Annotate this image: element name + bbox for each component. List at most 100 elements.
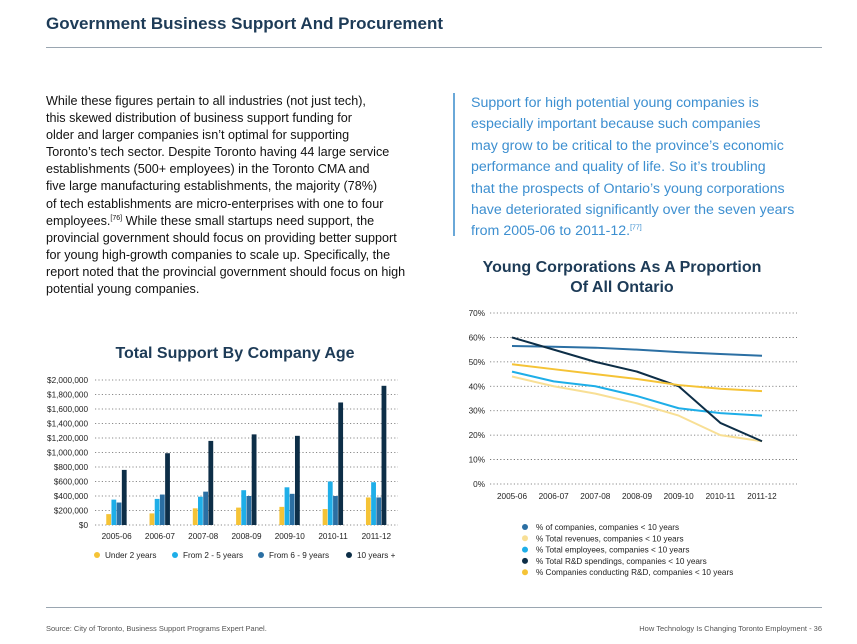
line-legend-label: % of companies, companies < 10 years <box>536 523 679 532</box>
bar-y-tick-label: $600,000 <box>54 478 89 487</box>
bar <box>149 513 155 525</box>
line-y-tick-label: 40% <box>469 382 485 391</box>
bar-legend-label: From 2 - 5 years <box>183 551 243 560</box>
bar-y-tick-label: $1,400,000 <box>47 420 88 429</box>
bar-legend-swatch <box>258 552 264 558</box>
footer-divider <box>46 607 822 608</box>
body-line: Toronto’s tech sector. Despite Toronto h… <box>46 145 390 160</box>
quote-line: performance and quality of life. So it’s… <box>471 159 766 176</box>
bar <box>192 508 198 525</box>
bar <box>381 385 387 525</box>
bar-legend-label: From 6 - 9 years <box>269 551 329 560</box>
bar <box>322 509 328 525</box>
line-legend-label: % Total R&D spendings, companies < 10 ye… <box>536 557 707 566</box>
bar <box>365 497 371 525</box>
line-x-tick-label: 2006-07 <box>539 492 569 501</box>
line-chart: 0% 10% 20% 30% 40% 50% 60% 70% 2005-06 2006-07 200… <box>469 309 797 577</box>
bar <box>327 481 333 525</box>
bar-x-tick-label: 2006-07 <box>145 532 175 541</box>
bar-legend-swatch <box>346 552 352 558</box>
bar-x-tick-label: 2007-08 <box>188 532 218 541</box>
footnote-ref-77[interactable]: [77] <box>630 224 642 232</box>
body-line: five large manufacturing establishments,… <box>46 179 378 194</box>
bar <box>279 506 285 525</box>
quote-line: have deteriorated significantly over the… <box>471 202 795 219</box>
bar <box>241 490 247 525</box>
bar <box>371 482 376 525</box>
footnote-ref-76[interactable]: [76] <box>110 214 123 222</box>
bar-y-tick-label: $800,000 <box>54 463 89 472</box>
bar <box>154 498 160 525</box>
bar <box>289 493 295 525</box>
bar-y-tick-label: $0 <box>79 521 89 530</box>
line-y-tick-label: 20% <box>469 431 485 440</box>
body-line: of tech establishments are micro-enterpr… <box>46 196 384 211</box>
bar <box>376 497 382 525</box>
bar-legend-label: 10 years + <box>357 551 396 560</box>
line-series <box>511 363 763 393</box>
line-legend-label: % Companies conducting R&D, companies < … <box>536 568 733 577</box>
quote-line: may grow to be critical to the province’… <box>471 137 784 154</box>
bar-legend-swatch <box>172 552 178 558</box>
line-x-tick-label: 2010-11 <box>706 492 736 501</box>
title-divider <box>46 47 822 48</box>
footer-source: Source: City of Toronto, Business Suppor… <box>46 624 267 633</box>
body-line: While these figures pertain to all indus… <box>46 94 366 108</box>
bar <box>294 435 300 525</box>
body-paragraph: While these figures pertain to all indus… <box>46 93 416 298</box>
bar <box>236 507 241 525</box>
body-line: this skewed distribution of business sup… <box>46 111 352 126</box>
pull-quote-bar <box>453 93 455 236</box>
bar <box>116 502 122 525</box>
bar-y-tick-label: $200,000 <box>54 507 89 516</box>
page-title: Government Business Support And Procurem… <box>46 14 444 33</box>
line-y-tick-label: 50% <box>469 358 485 367</box>
bar <box>159 494 165 525</box>
body-line: report noted that the provincial governm… <box>46 264 406 279</box>
bar-x-tick-label: 2008-09 <box>231 532 261 541</box>
bar-y-tick-label: $1,000,000 <box>47 449 88 458</box>
bar <box>338 402 344 525</box>
bar <box>208 440 214 525</box>
line-legend-label: % Total revenues, companies < 10 years <box>536 534 684 543</box>
line-y-tick-label: 10% <box>469 456 485 465</box>
line-legend-label: % Total employees, companies < 10 years <box>536 546 689 555</box>
body-line: for young high-growth companies to scale… <box>46 247 391 262</box>
line-y-tick-label: 70% <box>469 309 485 318</box>
line-chart-title-line: Of All Ontario <box>570 279 674 296</box>
bar <box>246 496 252 525</box>
line-x-tick-label: 2011-12 <box>747 492 777 501</box>
line-y-tick-label: 0% <box>473 480 485 489</box>
body-line: establishments (500+ employees) in the T… <box>46 162 370 177</box>
pull-quote: Support for high potential young compani… <box>471 93 811 243</box>
quote-line: that the prospects of Ontario’s young co… <box>471 180 785 197</box>
line-chart-title: Young Corporations As A Proportion Of Al… <box>462 258 782 298</box>
line-series <box>511 370 763 417</box>
body-line-start: employees. <box>46 213 111 228</box>
line-x-tick-label: 2009-10 <box>664 492 694 501</box>
line-x-tick-label: 2008-09 <box>622 492 652 501</box>
bar <box>198 496 203 525</box>
bar-x-tick-label: 2010-11 <box>318 532 348 541</box>
bar-legend-label: Under 2 years <box>105 551 156 560</box>
bar-y-tick-label: $1,800,000 <box>47 391 88 400</box>
bar-x-tick-label: 2005-06 <box>102 532 132 541</box>
bar-chart: $0 $200,000 $400,000 $600,000 $800,000 $1,000… <box>47 376 398 560</box>
bar-legend-swatch <box>94 552 100 558</box>
bar-y-tick-label: $1,200,000 <box>47 434 88 443</box>
quote-line: especially important because such compan… <box>471 116 761 133</box>
bar-y-tick-label: $1,600,000 <box>47 405 88 414</box>
line-legend-swatch <box>522 557 528 564</box>
line-legend-swatch <box>522 535 528 542</box>
bar-x-tick-label: 2011-12 <box>362 532 392 541</box>
bar <box>111 499 117 525</box>
line-x-tick-label: 2005-06 <box>497 492 527 501</box>
line-legend-swatch <box>522 524 528 530</box>
body-line: provincial government should focus on pr… <box>46 230 397 245</box>
bar-y-tick-label: $400,000 <box>54 492 89 501</box>
line-x-tick-label: 2007-08 <box>580 492 610 501</box>
bar-x-tick-label: 2009-10 <box>275 532 305 541</box>
line-legend-swatch <box>522 569 528 576</box>
quote-line: Support for high potential young compani… <box>471 95 759 111</box>
bar-chart-title: Total Support By Company Age <box>115 345 355 362</box>
